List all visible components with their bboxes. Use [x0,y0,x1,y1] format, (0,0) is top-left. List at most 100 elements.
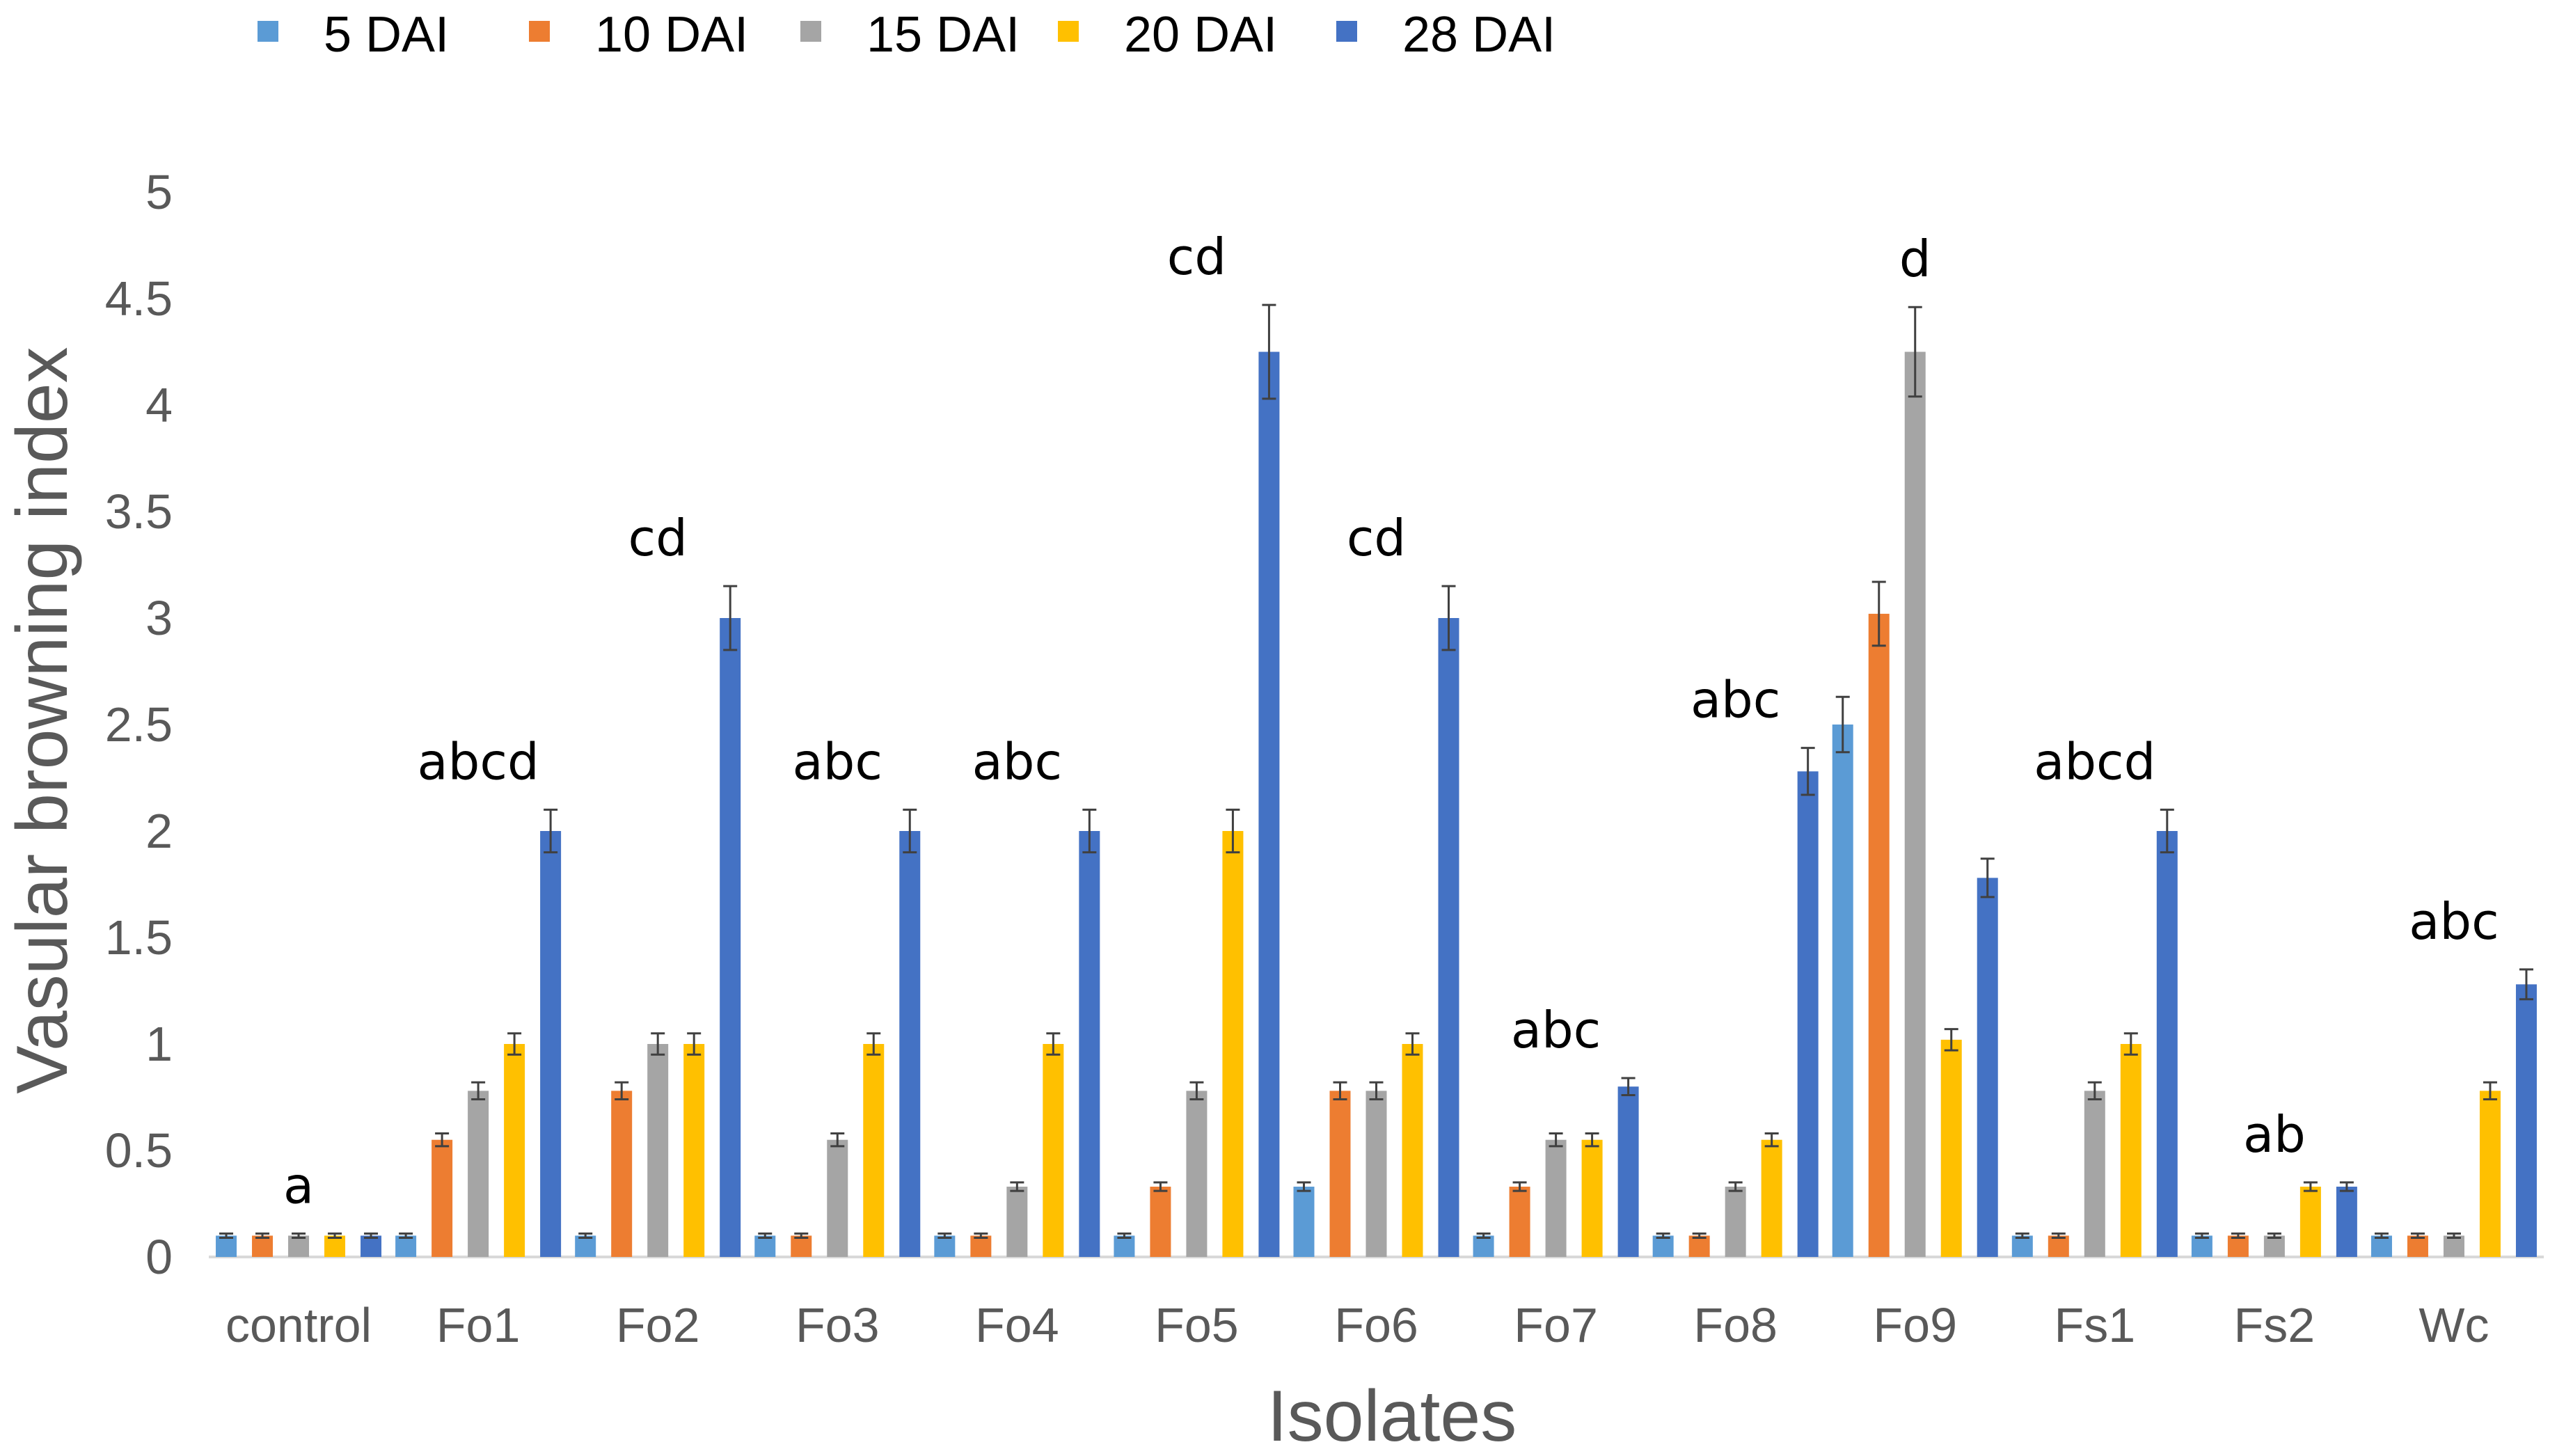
bar-Fs2-10-DAI [2227,1235,2249,1257]
error-bar-Fo4-20-DAI [1046,1032,1061,1056]
bar-Fo6-15-DAI [1365,1091,1387,1257]
bar-Fo8-5-DAI [1652,1235,1674,1257]
bar-Fo7-10-DAI [1509,1187,1530,1257]
error-bar-Fo3-15-DAI [830,1132,845,1148]
error-bar-Fo1-10-DAI [435,1132,450,1148]
error-bar-Fo7-20-DAI [1585,1132,1599,1148]
bar-Wc-28-DAI [2515,984,2537,1257]
error-bar-Fo2-10-DAI [615,1081,629,1101]
legend-swatch [800,21,821,42]
x-tick-label: Fo5 [1155,1298,1239,1352]
bar-Fo6-10-DAI [1329,1091,1351,1257]
error-bar-Fo3-20-DAI [866,1032,881,1056]
error-bar-Fs1-15-DAI [2087,1081,2102,1101]
legend: 5 DAI 10 DAI 15 DAI 20 DAI 28 DAI [258,7,1555,63]
bar-Fo9-28-DAI [1977,878,1998,1257]
bar-Fs1-28-DAI [2156,831,2178,1257]
bar-Fo1-20-DAI [504,1044,525,1257]
error-bar-Fo4-15-DAI [1010,1181,1024,1192]
error-bar-Fo3-5-DAI [758,1232,773,1239]
error-bar-Fs2-10-DAI [2231,1232,2245,1239]
error-bar-Fs1-5-DAI [2015,1232,2029,1239]
bar-Fo4-10-DAI [970,1235,992,1257]
significance-label: cd [628,509,688,567]
error-bar-Fo5-15-DAI [1189,1081,1204,1101]
error-bar-Fo3-28-DAI [903,808,917,854]
error-bar-Fo4-10-DAI [974,1232,988,1239]
x-tick-label: Fo1 [436,1298,521,1352]
error-bar-control-28-DAI [364,1232,379,1239]
bar-Fo8-10-DAI [1688,1235,1710,1257]
error-bar-Fo9-15-DAI [1908,306,1922,398]
bar-Fo2-28-DAI [720,618,741,1257]
bar-Fo3-5-DAI [754,1235,776,1257]
error-bar-control-10-DAI [255,1232,270,1239]
error-bar-Fs1-10-DAI [2051,1232,2066,1239]
error-bar-Fo9-20-DAI [1944,1028,1958,1052]
x-tick-label: Fo8 [1693,1298,1778,1352]
error-bar-Wc-15-DAI [2446,1232,2461,1239]
bar-Fo6-28-DAI [1438,618,1459,1257]
axes: 0 0.5 1 1.5 2 2.5 3 3.5 4 4.5 5 control Fo1 Fo2 Fo3 Fo4… [105,165,2544,1352]
significance-label: d [1899,230,1931,288]
legend-swatch [1058,21,1079,42]
error-bar-Fo6-20-DAI [1405,1032,1420,1056]
significance-label: abcd [2034,732,2155,791]
error-bar-Fo5-20-DAI [1226,808,1240,854]
error-bar-Fo9-28-DAI [1980,857,1995,899]
y-tick-label: 0 [145,1230,173,1284]
x-tick-label: Fo6 [1334,1298,1418,1352]
bar-Fo2-15-DAI [647,1044,669,1257]
legend-swatch [1336,21,1357,42]
x-tick-label: Fs1 [2054,1298,2135,1352]
y-tick-label: 2 [145,804,173,858]
bar-Fs2-20-DAI [2299,1187,2321,1257]
bar-Fo9-20-DAI [1940,1039,1962,1257]
legend-label: 20 DAI [1124,7,1277,63]
bar-Fo3-15-DAI [827,1139,848,1257]
legend-swatch [258,21,278,42]
bar-control-15-DAI [288,1235,310,1257]
bar-control-10-DAI [252,1235,274,1257]
bar-Fo4-28-DAI [1079,831,1100,1257]
error-bar-Fo8-20-DAI [1764,1132,1779,1148]
bar-Fo6-20-DAI [1402,1044,1423,1257]
bars [216,351,2537,1257]
y-tick-label: 1.5 [105,910,173,965]
bar-Fs1-5-DAI [2011,1235,2033,1257]
bar-control-28-DAI [361,1235,382,1257]
bar-Fo1-10-DAI [432,1139,453,1257]
legend-item: 5 DAI [258,7,449,63]
error-bar-Fo5-10-DAI [1153,1181,1168,1192]
x-axis-title: Isolates [1267,1376,1517,1456]
bar-Fo7-15-DAI [1545,1139,1567,1257]
x-tick-label: control [225,1298,372,1352]
legend-label: 28 DAI [1402,7,1555,63]
y-tick-label: 0.5 [105,1123,173,1178]
bar-Wc-15-DAI [2443,1235,2464,1257]
significance-label: a [283,1156,314,1214]
error-bar-Fo4-28-DAI [1082,808,1097,854]
error-bar-Fo3-10-DAI [794,1232,809,1239]
error-bar-Wc-20-DAI [2483,1081,2497,1101]
error-bar-Fo6-15-DAI [1369,1081,1384,1101]
error-bar-control-20-DAI [328,1232,342,1239]
legend-label: 15 DAI [866,7,1020,63]
bar-Fo5-10-DAI [1150,1187,1171,1257]
x-tick-label: Fo2 [616,1298,700,1352]
error-bar-Fs2-15-DAI [2267,1232,2281,1239]
error-bar-Fo4-5-DAI [937,1232,952,1239]
error-bar-Fo8-5-DAI [1656,1232,1670,1239]
error-bar-Fs1-28-DAI [2160,808,2174,854]
significance-label: abc [1511,1001,1601,1059]
y-tick-label: 3 [145,591,173,645]
significance-label: abc [1691,671,1780,729]
bar-Fs1-15-DAI [2084,1091,2105,1257]
error-bar-Fo9-10-DAI [1871,580,1886,647]
bar-Fo1-15-DAI [468,1091,489,1257]
bar-Fs1-20-DAI [2120,1044,2142,1257]
error-bar-Fo9-5-DAI [1835,695,1850,754]
bar-Fo1-28-DAI [540,831,562,1257]
bar-Fo7-28-DAI [1617,1086,1639,1257]
